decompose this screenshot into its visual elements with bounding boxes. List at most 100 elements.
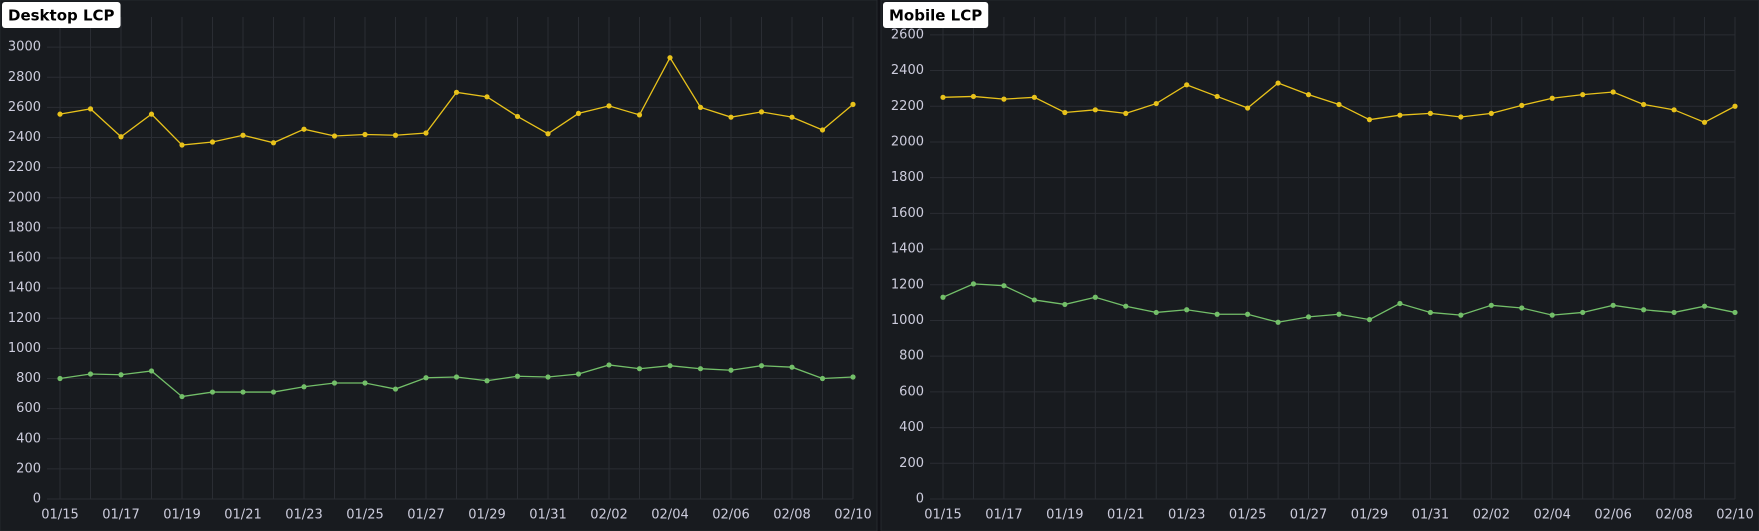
data-point: [1184, 307, 1190, 313]
y-tick-label: 1000: [8, 341, 41, 356]
panel-title: Mobile LCP: [883, 2, 989, 28]
data-point: [1062, 109, 1068, 116]
data-point: [209, 389, 216, 395]
x-tick-label: 02/10: [1716, 508, 1753, 523]
data-point: [453, 89, 460, 95]
data-point: [1245, 311, 1251, 317]
data-point: [179, 393, 185, 400]
title-box: [2, 2, 121, 28]
data-point: [1123, 303, 1129, 309]
data-point: [575, 371, 582, 377]
data-point: [331, 380, 338, 386]
data-point: [392, 132, 399, 138]
data-point: [1610, 89, 1616, 95]
data-point: [1001, 96, 1007, 102]
y-tick-label: 3000: [8, 40, 41, 55]
y-tick-label: 1800: [8, 220, 41, 235]
x-tick-label: 01/19: [1046, 508, 1083, 523]
data-point: [362, 380, 368, 386]
data-point: [728, 367, 734, 373]
data-point: [1366, 117, 1373, 123]
data-point: [270, 389, 277, 395]
y-tick-label: 2600: [8, 100, 41, 115]
data-point: [1671, 107, 1677, 113]
y-tick-label: 2600: [891, 27, 924, 42]
x-tick-label: 02/10: [834, 508, 871, 523]
y-tick-label: 2000: [891, 134, 924, 149]
x-tick-label: 02/04: [1533, 508, 1570, 523]
data-point: [1488, 302, 1494, 308]
x-tick-label: 01/25: [1229, 508, 1266, 523]
data-point: [728, 114, 734, 120]
data-point: [240, 132, 246, 138]
x-tick-label: 01/31: [529, 508, 566, 523]
data-point: [667, 363, 673, 369]
data-point: [148, 368, 155, 374]
y-tick-label: 0: [916, 492, 924, 507]
x-tick-label: 01/29: [1351, 508, 1388, 523]
x-tick-label: 02/02: [1473, 508, 1510, 523]
x-tick-label: 02/08: [1655, 508, 1692, 523]
data-point: [423, 375, 429, 381]
data-point: [789, 364, 795, 370]
data-point: [1427, 309, 1433, 316]
data-point: [697, 104, 704, 110]
y-tick-label: 1400: [891, 242, 924, 257]
data-point: [636, 112, 643, 118]
panel: [0, 0, 878, 531]
y-tick-label: 800: [16, 371, 41, 386]
y-tick-label: 200: [16, 461, 41, 476]
y-tick-label: 2400: [8, 130, 41, 145]
x-tick-label: 01/21: [1107, 508, 1144, 523]
data-point: [57, 375, 63, 382]
x-tick-label: 01/23: [285, 508, 322, 523]
y-tick-label: 1000: [891, 313, 924, 328]
data-point: [270, 140, 277, 146]
y-tick-label: 600: [899, 384, 924, 399]
x-tick-label: 01/17: [102, 508, 139, 523]
data-point: [1062, 301, 1068, 308]
data-point: [1214, 93, 1220, 100]
data-point: [1153, 309, 1159, 316]
data-point: [1610, 302, 1616, 308]
x-tick-label: 01/27: [407, 508, 444, 523]
data-point: [392, 386, 399, 392]
data-point: [545, 374, 551, 380]
data-point: [301, 126, 307, 132]
x-tick-label: 01/15: [924, 508, 961, 523]
data-point: [1245, 105, 1251, 111]
data-point: [453, 374, 460, 380]
y-tick-label: 800: [899, 349, 924, 364]
panel-title: Desktop LCP: [2, 2, 121, 28]
x-tick-label: 01/19: [163, 508, 200, 523]
data-point: [1519, 305, 1525, 311]
data-point: [1701, 303, 1708, 309]
y-tick-label: 600: [16, 401, 41, 416]
data-point: [1305, 314, 1312, 320]
data-point: [850, 101, 856, 107]
x-tick-label: 01/21: [224, 508, 261, 523]
data-point: [1123, 110, 1129, 116]
data-point: [1092, 107, 1098, 113]
data-point: [575, 110, 582, 116]
data-point: [1580, 309, 1586, 316]
data-point: [1031, 297, 1037, 303]
y-tick-label: 2200: [8, 160, 41, 175]
data-point: [1701, 119, 1708, 125]
data-point: [1397, 112, 1403, 118]
data-point: [179, 142, 185, 148]
data-point: [301, 384, 307, 390]
data-point: [1336, 101, 1342, 108]
data-point: [1001, 283, 1007, 289]
data-point: [1184, 82, 1190, 88]
data-point: [1671, 309, 1677, 316]
y-tick-label: 2800: [8, 70, 41, 85]
x-tick-label: 01/15: [41, 508, 78, 523]
data-point: [940, 94, 946, 100]
y-tick-label: 1600: [8, 251, 41, 266]
data-point: [819, 375, 826, 382]
data-point: [1580, 92, 1586, 98]
x-tick-label: 02/02: [590, 508, 627, 523]
data-point: [606, 103, 612, 109]
